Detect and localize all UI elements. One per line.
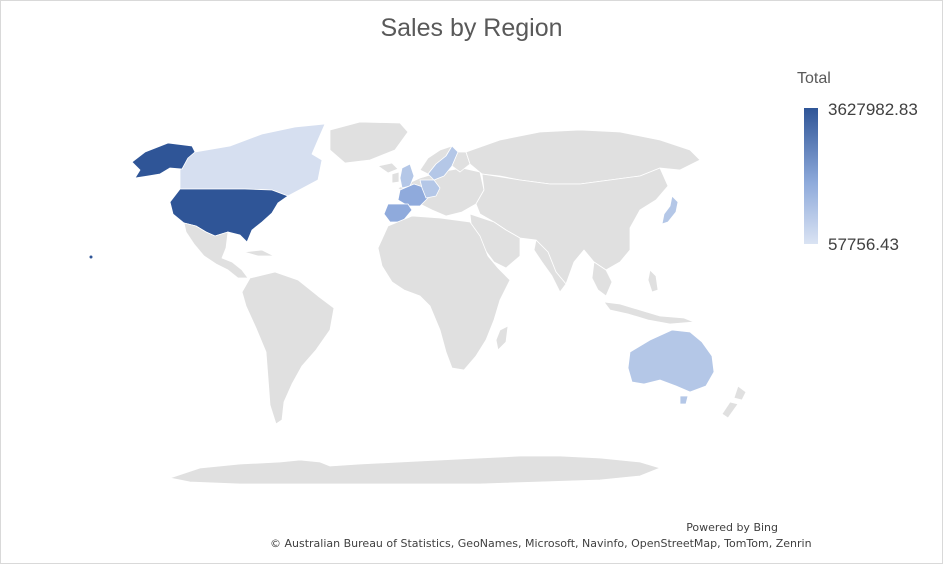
region-alaska[interactable] [131, 142, 196, 179]
region-germany[interactable] [419, 179, 441, 199]
region-se-asia[interactable] [591, 261, 613, 297]
chart-title: Sales by Region [380, 14, 563, 42]
region-south-america[interactable] [241, 271, 335, 425]
region-indonesia[interactable] [603, 301, 695, 325]
map-attribution: © Australian Bureau of Statistics, GeoNa… [270, 537, 812, 550]
region-india[interactable] [533, 239, 567, 293]
region-new-zealand[interactable] [733, 385, 747, 401]
region-antarctica[interactable] [169, 455, 661, 485]
region-africa[interactable] [377, 215, 511, 371]
region-russia[interactable] [465, 129, 701, 185]
region-cuba[interactable] [243, 249, 275, 257]
region-japan[interactable] [661, 195, 679, 225]
region-madagascar[interactable] [495, 325, 509, 351]
region-australia[interactable] [627, 329, 715, 393]
region-iceland[interactable] [377, 162, 399, 174]
legend-max-value: 3627982.83 [828, 100, 918, 119]
powered-by-text: Powered by Bing [686, 521, 778, 534]
region-ireland[interactable] [391, 171, 400, 184]
region-greenland[interactable] [329, 121, 409, 164]
legend-title: Total [797, 70, 831, 87]
region-tasmania[interactable] [679, 395, 689, 405]
legend-min-value: 57756.43 [828, 235, 899, 254]
legend-color-scale [804, 108, 818, 244]
region-mexico[interactable] [183, 222, 249, 279]
region-hawaii[interactable] [89, 255, 93, 259]
region-united-states[interactable] [169, 188, 289, 243]
region-philippines[interactable] [647, 269, 659, 293]
region-new-zealand-south[interactable] [721, 401, 739, 419]
region-france[interactable] [397, 183, 429, 207]
region-canada[interactable] [179, 123, 326, 197]
